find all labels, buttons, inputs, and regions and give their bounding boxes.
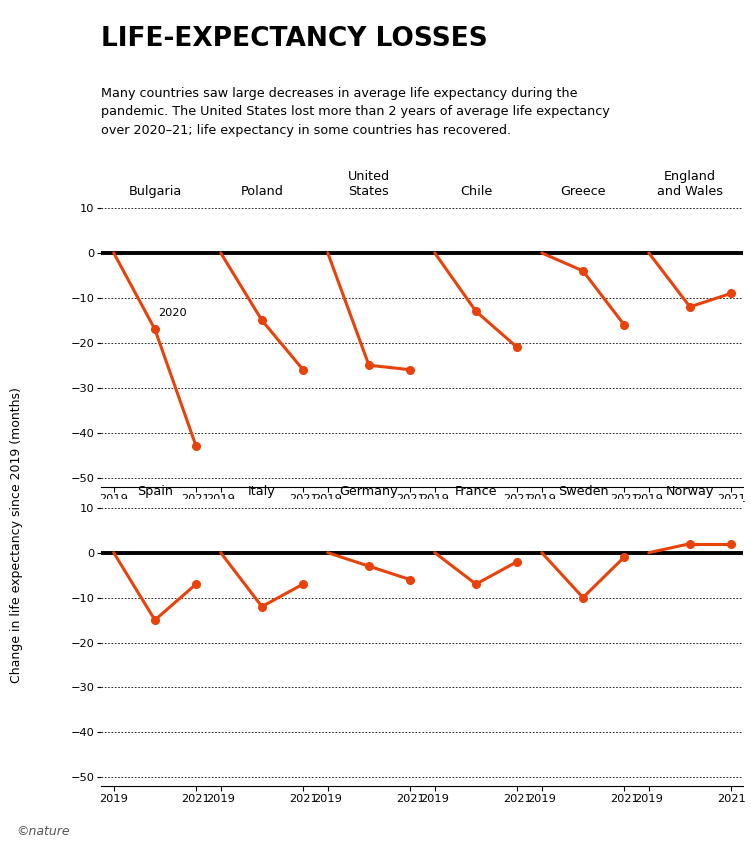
Text: 2020: 2020 bbox=[158, 308, 187, 318]
Title: Germany: Germany bbox=[339, 484, 398, 497]
Text: Change in life expectancy since 2019 (months): Change in life expectancy since 2019 (mo… bbox=[10, 388, 23, 683]
Title: Italy: Italy bbox=[248, 484, 276, 497]
Title: Sweden: Sweden bbox=[558, 484, 608, 497]
Text: ©nature: ©nature bbox=[17, 824, 70, 838]
Title: Spain: Spain bbox=[137, 484, 173, 497]
Title: England
and Wales: England and Wales bbox=[657, 170, 723, 198]
Title: France: France bbox=[454, 484, 497, 497]
Title: Poland: Poland bbox=[240, 184, 283, 198]
Text: LIFE-EXPECTANCY LOSSES: LIFE-EXPECTANCY LOSSES bbox=[101, 26, 488, 52]
Title: Norway: Norway bbox=[666, 484, 714, 497]
Title: Chile: Chile bbox=[460, 184, 492, 198]
Title: Bulgaria: Bulgaria bbox=[128, 184, 182, 198]
Title: Greece: Greece bbox=[560, 184, 606, 198]
Text: Many countries saw large decreases in average life expectancy during the
pandemi: Many countries saw large decreases in av… bbox=[101, 87, 610, 137]
Title: United
States: United States bbox=[348, 170, 390, 198]
